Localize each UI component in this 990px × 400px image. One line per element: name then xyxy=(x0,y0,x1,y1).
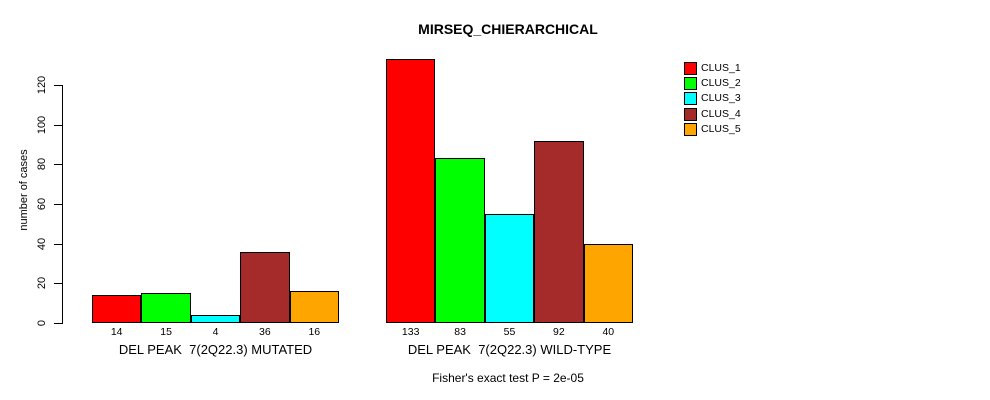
y-tick xyxy=(54,204,62,205)
y-tick xyxy=(54,323,62,324)
y-tick xyxy=(54,283,62,285)
y-tick-label: 20 xyxy=(36,277,48,290)
legend-label: CLUS_3 xyxy=(701,92,741,105)
bar-value-label: 36 xyxy=(259,326,271,338)
bar-clus_3-group1 xyxy=(190,315,241,323)
bar-value-label: 15 xyxy=(160,326,172,338)
legend-label: CLUS_5 xyxy=(701,122,741,135)
bar-clus_1-group1 xyxy=(92,295,142,323)
y-tick xyxy=(54,124,62,126)
y-tick-label: 120 xyxy=(36,75,48,95)
fisher-test-annotation: Fisher's exact test P = 2e-05 xyxy=(432,371,584,385)
legend-swatch-icon xyxy=(684,92,697,106)
bar-value-label: 92 xyxy=(553,326,565,338)
group-label: DEL PEAK 7(2Q22.3) MUTATED xyxy=(118,342,313,357)
bar-clus_4-group1 xyxy=(240,251,290,323)
bar-value-label: 16 xyxy=(308,326,321,338)
bar-clus_5-group1 xyxy=(289,291,339,323)
bar-value-label: 40 xyxy=(602,326,615,338)
y-tick-label: 40 xyxy=(36,237,48,250)
bar-clus_2-group1 xyxy=(141,293,191,323)
bar-clus_1-group2 xyxy=(386,59,436,323)
legend-swatch-icon xyxy=(684,122,697,136)
bar-value-label: 83 xyxy=(454,326,466,338)
legend-swatch-icon xyxy=(684,62,697,75)
bar-clus_2-group2 xyxy=(435,158,485,323)
y-tick-label: 80 xyxy=(36,158,48,171)
bar-clus_5-group2 xyxy=(583,243,633,323)
y-tick-label: 100 xyxy=(36,115,48,134)
y-axis-label: number of cases xyxy=(18,149,30,231)
legend-swatch-icon xyxy=(684,77,697,91)
chart-title: MIRSEQ_CHIERARCHICAL xyxy=(418,21,598,37)
legend-label: CLUS_1 xyxy=(701,62,741,74)
bar-value-label: 133 xyxy=(401,326,420,338)
bar-clus_4-group2 xyxy=(534,140,584,323)
y-tick xyxy=(54,85,62,86)
y-tick xyxy=(54,164,62,166)
y-tick-label: 60 xyxy=(36,197,48,211)
group-label: DEL PEAK 7(2Q22.3) WILD-TYPE xyxy=(407,342,612,357)
bar-clus_3-group2 xyxy=(484,213,535,323)
legend-label: CLUS_2 xyxy=(701,77,741,90)
y-tick-label: 0 xyxy=(36,319,48,327)
bar-value-label: 55 xyxy=(503,326,516,338)
legend-label: CLUS_4 xyxy=(701,107,741,120)
y-tick xyxy=(54,243,62,245)
bar-value-label: 14 xyxy=(110,326,123,338)
bar-value-label: 4 xyxy=(212,326,219,338)
y-axis-line xyxy=(62,85,63,324)
legend-swatch-icon xyxy=(684,107,697,121)
